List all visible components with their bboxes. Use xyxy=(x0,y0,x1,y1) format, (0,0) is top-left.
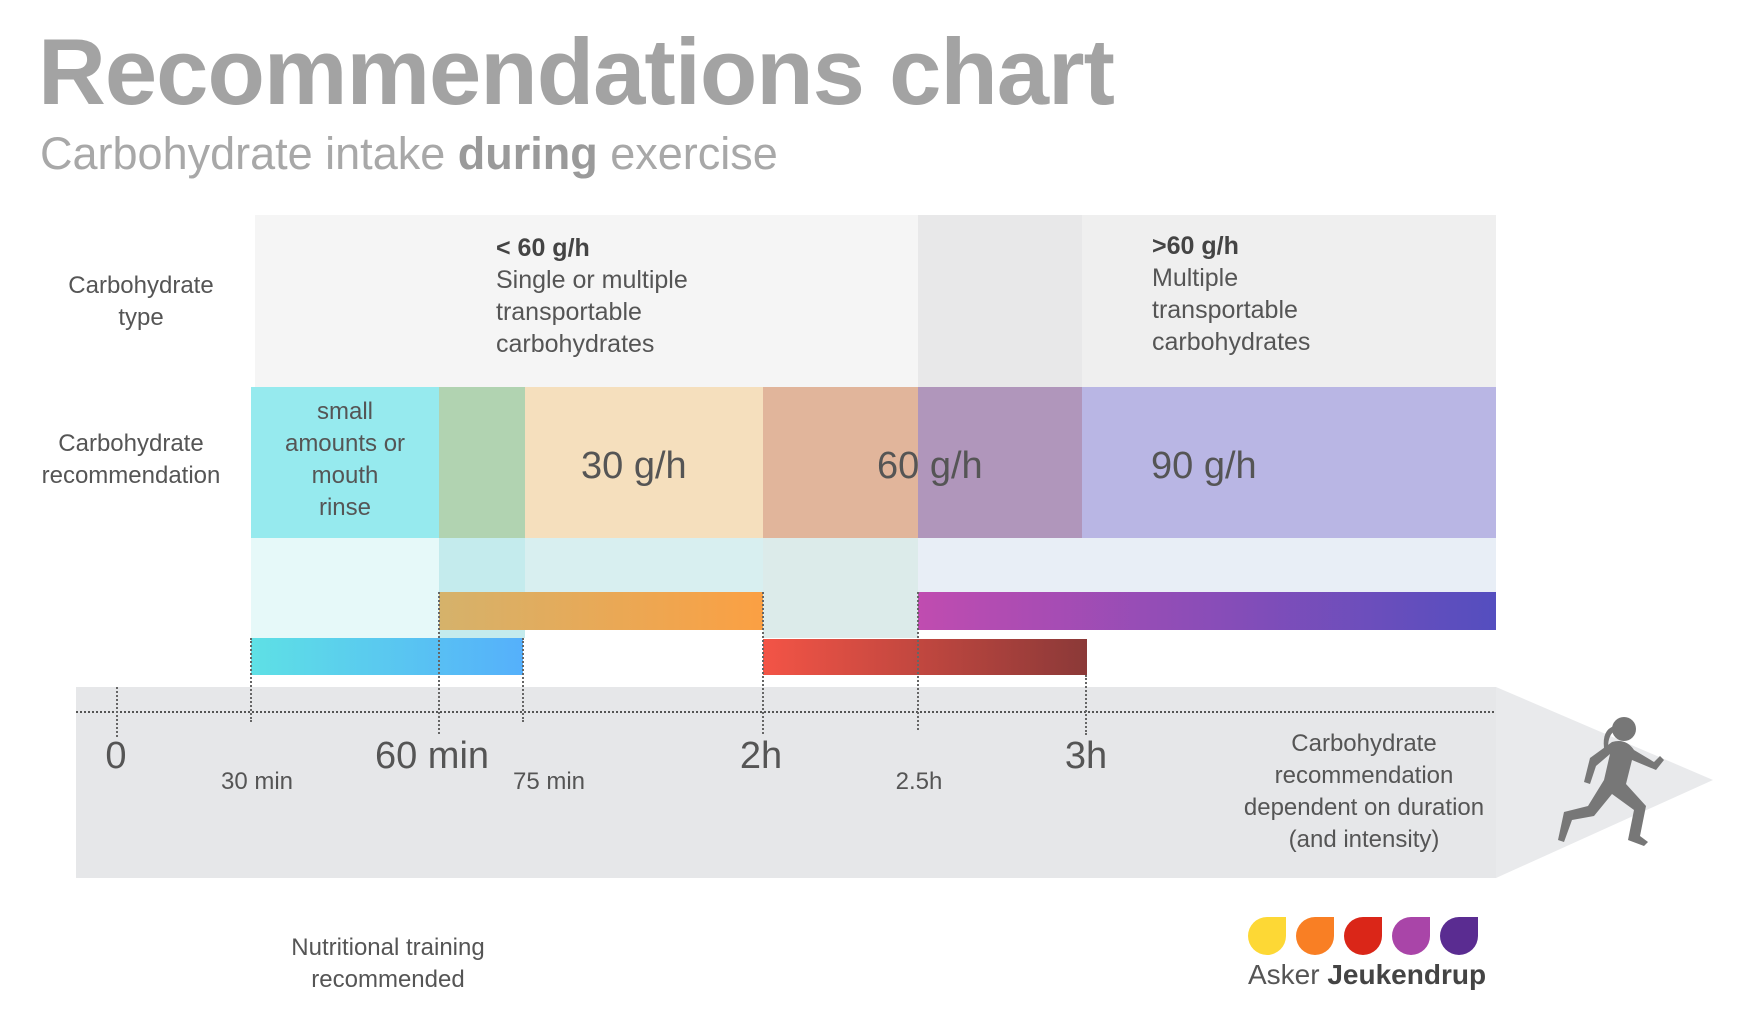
footnote-line: Nutritional training xyxy=(291,934,485,961)
label-line: Carbohydrate xyxy=(58,430,204,457)
tick-line-75min xyxy=(522,638,524,722)
band-90 xyxy=(918,538,1496,592)
tick-line-60min xyxy=(438,592,440,734)
type-panel-overlap xyxy=(918,215,1082,387)
type-panel-high xyxy=(1082,215,1496,387)
tick-line-3h xyxy=(1085,675,1087,735)
logo-last: Jeukendrup xyxy=(1327,959,1487,990)
tick-line-2h xyxy=(762,592,764,734)
carb-type-line: transportable xyxy=(496,298,642,326)
rec-30 xyxy=(525,387,763,538)
row-label-type: Carbohydrate type xyxy=(21,270,261,334)
rec-90 xyxy=(1082,387,1496,538)
note-line: Carbohydrate xyxy=(1291,730,1437,757)
carb-type-line: carbohydrates xyxy=(1152,328,1311,356)
tick-60min: 60 min xyxy=(374,735,490,777)
type-panel-low xyxy=(255,215,918,387)
footnote: Nutritional training recommended xyxy=(238,932,538,996)
logo-drop-red xyxy=(1344,917,1382,955)
note-line: dependent on duration xyxy=(1243,794,1485,821)
carb-type-heading: >60 g/h xyxy=(1152,232,1239,260)
subtitle-pre: Carbohydrate intake xyxy=(40,128,458,179)
carb-type-line: Single or multiple xyxy=(496,266,688,294)
rec-line: small xyxy=(316,398,373,425)
subtitle: Carbohydrate intake during exercise xyxy=(40,128,778,180)
rec-60 xyxy=(763,387,918,538)
rec-line: amounts or xyxy=(284,430,406,457)
footnote-line: recommended xyxy=(311,966,465,993)
logo-drop-yellow xyxy=(1248,917,1286,955)
note-line: (and intensity) xyxy=(1288,826,1440,853)
bar-30gh xyxy=(439,592,763,630)
tick-30min: 30 min xyxy=(220,768,294,795)
tick-2h: 2h xyxy=(739,735,783,777)
logo-first: Asker xyxy=(1248,959,1320,990)
row-label-recommendation: Carbohydrate recommendation xyxy=(11,428,251,492)
tick-line-0 xyxy=(116,687,118,737)
page-title: Recommendations chart xyxy=(38,19,1115,124)
rec-line: mouth xyxy=(311,462,379,489)
bar-90gh xyxy=(918,592,1496,630)
rec-line: rinse xyxy=(318,494,372,521)
rec-overlap-green xyxy=(439,387,525,538)
carb-type-low: < 60 g/h Single or multiple transportabl… xyxy=(496,232,688,360)
carb-type-line: transportable xyxy=(1152,296,1298,324)
band-30 xyxy=(525,538,763,592)
carb-type-line: Multiple xyxy=(1152,264,1239,292)
logo-drop-magenta xyxy=(1392,917,1430,955)
bar-small-amounts xyxy=(251,638,523,675)
timeline-note: Carbohydrate recommendation dependent on… xyxy=(1214,728,1514,856)
tick-line-2-5h xyxy=(917,592,919,730)
tick-line-30min xyxy=(250,638,252,722)
timeline-band xyxy=(76,687,1496,878)
rec-small-amounts: small amounts or mouth rinse xyxy=(251,387,439,538)
subtitle-bold: during xyxy=(457,128,598,179)
logo-text: Asker Jeukendrup xyxy=(1248,959,1486,991)
tick-75min: 75 min xyxy=(512,768,586,795)
label-line: type xyxy=(118,304,164,331)
carb-type-line: carbohydrates xyxy=(496,330,655,358)
rate-60: 60 g/h xyxy=(877,445,983,487)
runner-icon xyxy=(1558,717,1664,846)
tick-0: 0 xyxy=(105,735,127,777)
logo-drop-orange xyxy=(1296,917,1334,955)
tick-2-5h: 2.5h xyxy=(895,768,943,795)
rec-overlap-purple xyxy=(918,387,1082,538)
rate-90: 90 g/h xyxy=(1151,445,1257,487)
rate-30: 30 g/h xyxy=(581,445,687,487)
label-line: Carbohydrate xyxy=(68,272,214,299)
band-small xyxy=(251,538,439,638)
carb-type-heading: < 60 g/h xyxy=(496,234,590,262)
note-line: recommendation xyxy=(1274,762,1454,789)
bar-60gh xyxy=(763,639,1087,675)
logo-drop-purple xyxy=(1440,917,1478,955)
band-60 xyxy=(763,538,918,638)
subtitle-post: exercise xyxy=(597,128,778,179)
label-line: recommendation xyxy=(41,462,221,489)
carb-type-high: >60 g/h Multiple transportable carbohydr… xyxy=(1152,230,1310,358)
tick-3h: 3h xyxy=(1064,735,1108,777)
